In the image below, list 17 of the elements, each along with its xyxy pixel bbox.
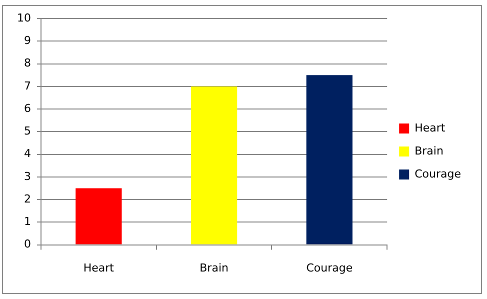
legend-label: Brain [414,144,444,158]
y-tick-label: 8 [24,56,31,70]
legend-label: Heart [414,121,446,134]
y-tick-label: 9 [24,34,31,48]
y-tick-label: 4 [24,147,31,160]
y-tick-label: 1 [24,215,31,228]
x-tick-label: Courage [306,261,353,274]
y-tick-label: 5 [24,124,31,138]
y-tick-label: 2 [24,192,31,206]
y-tick-label: 3 [24,170,31,183]
x-tick-label: Heart [83,261,115,274]
y-tick-label: 10 [16,11,31,24]
legend-label: Courage [414,167,462,180]
y-tick-label: 0 [24,238,31,251]
y-tick-label: 6 [24,102,31,115]
y-tick-label: 7 [24,79,31,92]
x-tick-label: Brain [200,261,228,274]
